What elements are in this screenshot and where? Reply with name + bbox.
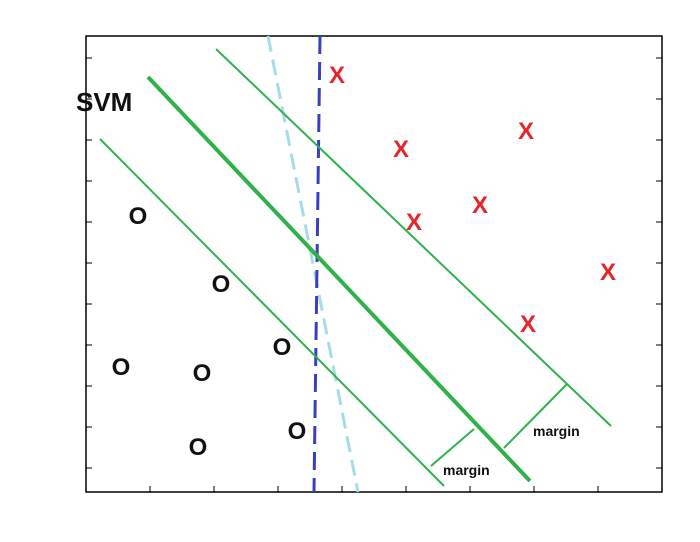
- lower-margin-line: [99, 138, 445, 487]
- o-points: O O O O O O O: [112, 203, 307, 461]
- x-point: X: [406, 209, 422, 236]
- o-point: O: [273, 334, 292, 361]
- y-axis-ticks-left: [86, 57, 92, 469]
- margin-indicator-right: [503, 383, 568, 449]
- x-point: X: [600, 259, 616, 286]
- x-axis-ticks: [149, 486, 599, 492]
- x-point: X: [518, 118, 534, 145]
- o-point: O: [288, 418, 307, 445]
- margin-label-right: margin: [533, 423, 580, 439]
- x-point: X: [393, 136, 409, 163]
- svm-hyperplane: [146, 75, 532, 483]
- margin-label-left: margin: [443, 462, 490, 478]
- x-point: X: [520, 311, 536, 338]
- o-point: O: [129, 203, 148, 230]
- o-point: O: [189, 434, 208, 461]
- x-points: X X X X X X X: [329, 62, 616, 338]
- o-point: O: [193, 360, 212, 387]
- alternative-boundary-light-dashed: [266, 35, 360, 493]
- o-point: O: [212, 271, 231, 298]
- plot-frame: [85, 35, 663, 493]
- margin-indicator-left: [430, 428, 475, 467]
- alternative-boundary-dark-dashed: [312, 35, 322, 493]
- svm-title: SVM: [76, 87, 132, 117]
- x-point: X: [472, 192, 488, 219]
- o-point: O: [112, 354, 131, 381]
- x-point: X: [329, 62, 345, 89]
- y-axis-ticks-right: [656, 57, 662, 469]
- upper-margin-line: [215, 48, 612, 427]
